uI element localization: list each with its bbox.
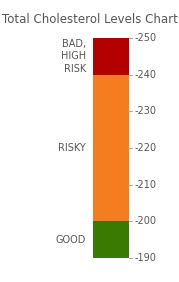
Text: -250: -250	[134, 33, 156, 43]
Text: -230: -230	[134, 106, 156, 116]
Text: -240: -240	[134, 70, 156, 80]
Bar	[93, 221, 129, 258]
Text: BAD,
HIGH
RISK: BAD, HIGH RISK	[61, 39, 86, 74]
Text: RISKY: RISKY	[58, 143, 86, 153]
Text: Total Cholesterol Levels Chart: Total Cholesterol Levels Chart	[2, 13, 177, 26]
Text: -210: -210	[134, 180, 156, 190]
Text: -220: -220	[134, 143, 156, 153]
Text: -190: -190	[134, 253, 156, 263]
Bar	[93, 38, 129, 75]
Text: -200: -200	[134, 216, 156, 226]
Text: GOOD: GOOD	[55, 235, 86, 245]
Bar	[93, 75, 129, 221]
